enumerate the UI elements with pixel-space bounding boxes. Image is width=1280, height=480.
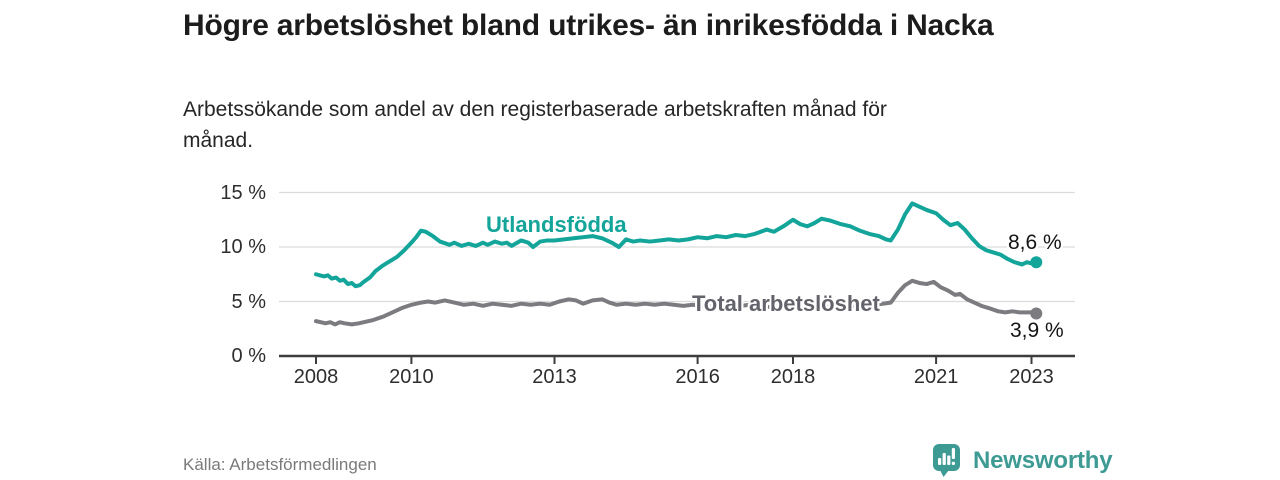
y-axis-label: 10 % (220, 236, 266, 258)
x-axis-label: 2023 (1009, 366, 1054, 388)
chart-subtitle: Arbetssökande som andel av den registerb… (183, 98, 887, 152)
brand-logo: Newsworthy (932, 443, 1113, 478)
end-value-total: 3,9 % (1010, 319, 1064, 342)
x-axis-label: 2021 (913, 366, 959, 388)
y-axis-label: 15 % (220, 181, 266, 204)
x-axis-label: 2008 (293, 366, 339, 388)
end-dot-series-1 (1030, 307, 1043, 320)
source-attribution: Källa: Arbetsförmedlingen (183, 455, 377, 474)
x-axis-label: 2013 (532, 366, 577, 388)
series-label-utlandsfodda: Utlandsfödda (486, 212, 627, 237)
page-title: Högre arbetslöshet bland utrikes- än inr… (183, 9, 994, 42)
line-series-0 (314, 201, 1039, 289)
series-label-total-arbetsloshet: Total arbetslöshet (692, 291, 880, 316)
y-axis-label: 5 % (231, 290, 266, 313)
end-dot-series-0 (1030, 256, 1043, 269)
y-axis-label: 0 % (231, 345, 266, 367)
end-value-utlandsfodda: 8,6 % (1008, 231, 1062, 254)
line-series-1 (314, 278, 1039, 327)
x-axis-label: 2016 (675, 366, 720, 388)
x-axis-label: 2010 (389, 366, 434, 388)
x-axis-label: 2018 (770, 366, 816, 388)
brand-name: Newsworthy (973, 446, 1113, 474)
bar-chart-speech-bubble-icon (933, 444, 960, 477)
